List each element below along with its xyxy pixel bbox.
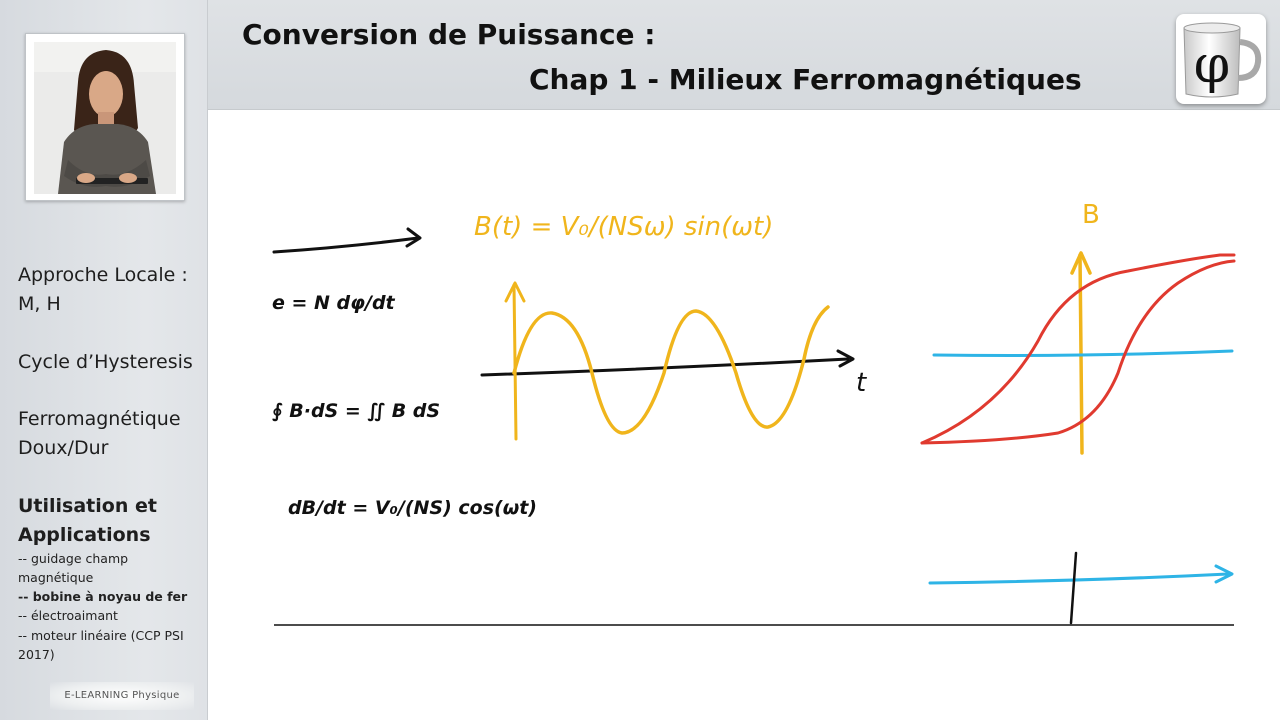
- sine-time-axis-arrowhead: [836, 349, 855, 368]
- phi-symbol: φ: [1194, 35, 1230, 95]
- mug-icon: φ: [1183, 22, 1262, 98]
- subitem-label-line1: -- bobine à noyau de fer: [18, 589, 188, 604]
- topic-label-line2: M, H: [18, 293, 61, 315]
- sidebar-topic-cycle-hysteresis[interactable]: Cycle d’Hysteresis: [18, 348, 193, 377]
- slide-title-line2: Chap 1 - Milieux Ferromagnétiques: [529, 63, 1082, 96]
- formula-db-dt: dB/dt = V₀/(NS) cos(ωt): [288, 497, 537, 519]
- topic-label-line1: Ferromagnétique: [18, 408, 181, 430]
- sidebar-subitem-guidage[interactable]: -- guidage champ magnétique: [18, 549, 198, 587]
- axis-label-t: t: [856, 368, 867, 398]
- axis-label-b: B: [1082, 200, 1100, 230]
- elearning-logo: E-LEARNING Physique: [50, 682, 194, 710]
- subitem-label-line1: -- électroaimant: [18, 608, 118, 623]
- lower-cyan-axis-arrowhead: [1214, 564, 1234, 584]
- hysteresis-loop-upper: [920, 253, 1236, 445]
- whiteboard-canvas: B(t) = V₀/(NSω) sin(ωt) e = N dφ/dt ∮ B·…: [272, 200, 1236, 626]
- subitem-label-line2: 2017): [18, 647, 55, 662]
- slide-title-line1: Conversion de Puissance :: [242, 18, 656, 51]
- topic-label-line1: Utilisation et: [18, 495, 157, 517]
- formula-flux: ∮ B·dS = ∬ B dS: [272, 400, 440, 422]
- topic-label-line1: Approche Locale :: [18, 264, 188, 286]
- presenter-video: [34, 42, 176, 194]
- subitem-label-line2: magnétique: [18, 570, 94, 585]
- formula-b-of-t: B(t) = V₀/(NSω) sin(ωt): [474, 212, 773, 242]
- subitem-label-line1: -- moteur linéaire (CCP PSI: [18, 628, 184, 643]
- formula-emf: e = N dφ/dt: [272, 292, 396, 314]
- phi-mug-logo: φ: [1176, 14, 1266, 104]
- topic-label-line2: Doux/Dur: [18, 437, 109, 459]
- topic-label-line2: Applications: [18, 524, 151, 546]
- subitem-label-line1: -- guidage champ: [18, 551, 129, 566]
- presenter-figure: [34, 42, 176, 194]
- topic-label-line1: Cycle d’Hysteresis: [18, 351, 193, 373]
- sidebar-subitem-moteur-lineaire[interactable]: -- moteur linéaire (CCP PSI 2017): [18, 626, 198, 664]
- hysteresis-h-axis: [932, 349, 1234, 357]
- hysteresis-loop-lower: [920, 259, 1236, 445]
- sine-vertical-axis-arrowhead: [504, 281, 526, 303]
- sine-wave: [512, 305, 830, 435]
- sidebar-topic-utilisation[interactable]: Utilisation et Applications: [18, 492, 157, 550]
- sine-vertical-axis: [512, 283, 518, 441]
- lower-cyan-axis: [928, 572, 1230, 585]
- webcam-frame: [25, 33, 185, 201]
- slide-header: Conversion de Puissance : Chap 1 - Milie…: [208, 0, 1280, 110]
- whiteboard: B(t) = V₀/(NSω) sin(ωt) e = N dφ/dt ∮ B·…: [208, 111, 1280, 720]
- lower-vertical-tick: [1069, 551, 1078, 625]
- sidebar-subitem-bobine[interactable]: -- bobine à noyau de fer: [18, 587, 198, 606]
- sidebar-topic-approche-locale[interactable]: Approche Locale : M, H: [18, 261, 188, 319]
- sidebar: Approche Locale : M, H Cycle d’Hysteresi…: [0, 0, 208, 720]
- arrow-top-left: [272, 236, 420, 254]
- sidebar-topic-ferromagnetique[interactable]: Ferromagnétique Doux/Dur: [18, 405, 181, 463]
- hysteresis-b-axis-arrowhead: [1070, 251, 1092, 275]
- sine-time-axis: [480, 357, 850, 377]
- sidebar-subitem-electroaimant[interactable]: -- électroaimant: [18, 606, 198, 625]
- arrow-head-top-left: [405, 227, 422, 248]
